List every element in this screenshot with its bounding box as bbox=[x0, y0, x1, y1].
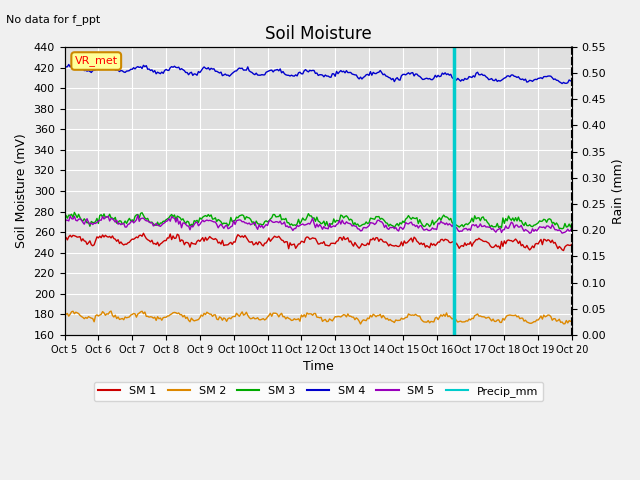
Y-axis label: Rain (mm): Rain (mm) bbox=[612, 158, 625, 224]
Title: Soil Moisture: Soil Moisture bbox=[265, 24, 372, 43]
Legend: SM 1, SM 2, SM 3, SM 4, SM 5, Precip_mm: SM 1, SM 2, SM 3, SM 4, SM 5, Precip_mm bbox=[93, 382, 543, 401]
Text: No data for f_ppt: No data for f_ppt bbox=[6, 14, 100, 25]
X-axis label: Time: Time bbox=[303, 360, 333, 373]
Y-axis label: Soil Moisture (mV): Soil Moisture (mV) bbox=[15, 133, 28, 248]
Text: VR_met: VR_met bbox=[75, 56, 118, 67]
